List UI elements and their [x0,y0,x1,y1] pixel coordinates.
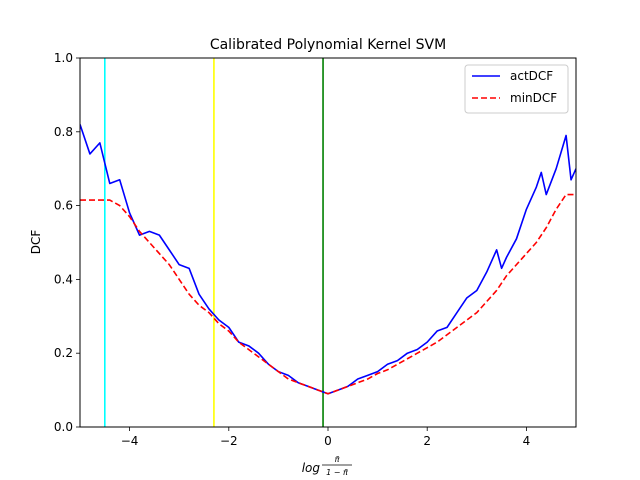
x-tick-label: −4 [121,434,139,448]
x-tick-label: 0 [324,434,332,448]
series-line-actdcf [80,124,576,395]
x-axis-ticks: −4 −2 0 2 4 [121,427,530,448]
x-tick-label: 2 [423,434,431,448]
y-tick-label: 0.6 [54,199,73,213]
vertical-lines [104,58,324,427]
series-line-mindcf [80,193,576,395]
y-tick-label: 0.0 [54,420,73,434]
y-tick-label: 0.4 [54,272,73,286]
legend: actDCF minDCF [464,64,569,114]
x-axis-label: log π̃ 1 − π̃ [302,455,352,477]
legend-label-actdcf: actDCF [510,69,553,83]
x-axis-label-log: log [302,461,321,475]
series-lines [80,124,576,395]
y-tick-label: 1.0 [54,51,73,65]
y-axis-ticks: 0.0 0.2 0.4 0.6 0.8 1.0 [54,51,80,434]
x-tick-label: −2 [220,434,238,448]
chart-title: Calibrated Polynomial Kernel SVM [210,37,446,53]
legend-box [464,64,569,114]
y-tick-label: 0.8 [54,125,73,139]
x-axis-label-denominator: 1 − π̃ [326,468,348,477]
x-tick-label: 4 [523,434,531,448]
y-axis-label: DCF [29,230,43,255]
x-axis-label-numerator: π̃ [335,455,340,464]
legend-label-mindcf: minDCF [510,91,557,105]
y-tick-label: 0.2 [54,346,73,360]
